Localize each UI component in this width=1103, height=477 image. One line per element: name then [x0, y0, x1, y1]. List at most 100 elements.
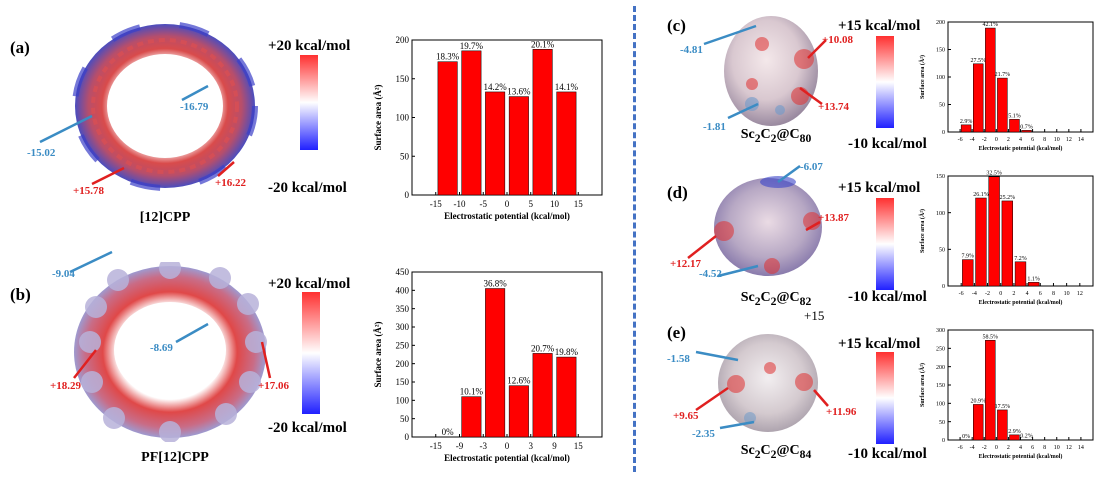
data-label: 2.9%: [960, 119, 973, 125]
data-label: 12.6%: [507, 376, 531, 386]
data-label: 18.3%: [436, 52, 460, 62]
bar-chart-b: 0 50 100 150 200 250 300 350 400 450 -15 -9 -3 0 3 9 15 0…: [373, 267, 603, 463]
molecule-e-esp-surface: [718, 334, 818, 432]
x-tick-label: 10: [1064, 291, 1070, 297]
data-label: 13.6%: [507, 87, 531, 97]
x-tick-label: -15: [430, 441, 442, 451]
data-label: 36.8%: [484, 279, 508, 289]
x-tick-label: 15: [574, 199, 584, 209]
annotation-arrows-e: [695, 350, 829, 430]
y-tick-label: 0: [942, 284, 945, 290]
y-tick-label: 0: [942, 130, 945, 136]
x-tick-label: 12: [1077, 291, 1083, 297]
panel-label-a: (a): [10, 38, 30, 57]
panel-label-c: (c): [667, 16, 686, 35]
data-label: 19.7%: [460, 41, 484, 51]
x-tick-label: 10: [1054, 445, 1060, 451]
bar: [1014, 261, 1027, 287]
x-tick-label: 10: [550, 199, 560, 209]
molecule-b-esp-surface: [74, 262, 267, 442]
y-tick-label: 200: [936, 20, 945, 26]
x-tick-label: -6: [959, 291, 964, 297]
colorbar-e: [876, 352, 894, 444]
y-tick-label: 150: [936, 174, 945, 180]
bar: [997, 77, 1008, 133]
bar: [437, 61, 458, 196]
data-label: 26.1%: [973, 192, 989, 198]
y-tick-label: 50: [939, 103, 945, 109]
x-tick-label: 12: [1066, 445, 1072, 451]
y-tick-label: 450: [396, 267, 410, 277]
data-label: 2.9%: [1008, 429, 1021, 435]
molecule-name-d: Sc2C2@C82: [740, 290, 812, 308]
scale-bottom-e: -10 kcal/mol: [848, 446, 927, 462]
scale-top-a: +20 kcal/mol: [268, 38, 351, 54]
x-tick-label: 8: [1043, 445, 1046, 451]
bar: [556, 356, 577, 438]
annotation-arrows-b: [69, 250, 272, 379]
scale-top-c: +15 kcal/mol: [838, 18, 921, 34]
x-tick-label: -2: [985, 291, 990, 297]
x-tick-label: 3: [529, 441, 534, 451]
x-tick-label: -2: [982, 137, 987, 143]
data-label: 14.1%: [555, 82, 579, 92]
scale-bottom-a: -20 kcal/mol: [268, 180, 347, 196]
x-tick-label: 2: [1012, 291, 1015, 297]
bar: [1009, 434, 1020, 441]
y-tick-label: 200: [396, 359, 410, 369]
x-tick-label: 8: [1052, 291, 1055, 297]
annotation-a-2: -16.79: [180, 101, 209, 113]
panel-divider: [633, 6, 636, 472]
bar: [485, 288, 506, 438]
annotation-c-3: -1.81: [703, 121, 726, 133]
annotation-b-1: -9.04: [52, 268, 75, 280]
data-label: 27.5%: [970, 58, 986, 64]
data-label: 20.1%: [531, 39, 555, 49]
data-label: 0%: [962, 434, 970, 440]
y-tick-label: 50: [939, 420, 945, 426]
x-tick-label: -5: [480, 199, 488, 209]
annotation-d-3: +12.17: [670, 258, 702, 270]
bar: [962, 259, 974, 287]
x-tick-label: 4: [1019, 445, 1022, 451]
x-tick-label: -10: [454, 199, 466, 209]
y-tick-label: 50: [400, 414, 410, 424]
data-label: 10.1%: [460, 387, 484, 397]
bar: [532, 49, 553, 196]
x-tick-label: 15: [574, 441, 584, 451]
annotation-e-4: +11.96: [826, 406, 857, 418]
x-tick-label: 0: [995, 445, 998, 451]
panel-label-d: (d): [667, 183, 688, 202]
annotation-d-1: -6.07: [800, 161, 823, 173]
x-tick-label: 12: [1066, 137, 1072, 143]
colorbar-b: [302, 292, 320, 414]
x-tick-label: 2: [1007, 137, 1010, 143]
molecule-a-esp-surface: [72, 21, 258, 191]
x-axis-label: Electrostatic potential (kcal/mol): [979, 299, 1063, 306]
annotation-c-1: -4.81: [680, 44, 703, 56]
y-tick-label: 0: [942, 438, 945, 444]
data-label: 58.5%: [983, 334, 999, 340]
y-tick-label: 200: [936, 365, 945, 371]
molecule-name-c: Sc2C2@C80: [740, 127, 812, 145]
data-label: 20.9%: [970, 398, 986, 404]
data-label: 19.8%: [555, 347, 579, 357]
bar: [988, 176, 1000, 287]
x-tick-label: -2: [982, 445, 987, 451]
x-tick-label: 0: [505, 199, 510, 209]
scale-bottom-b: -20 kcal/mol: [268, 420, 347, 436]
bar-chart-e: 0 50 100 150 200 250 300 -6 -4 -2 0 2 4 6 8 10 12 14 0% 20.…: [918, 328, 1094, 460]
bar: [461, 50, 482, 196]
panel-label-b: (b): [10, 285, 31, 304]
stray-label: +15: [804, 308, 825, 323]
annotation-e-1: -1.58: [667, 353, 690, 365]
data-label: 25.2%: [1000, 195, 1016, 201]
y-tick-label: 100: [936, 401, 945, 407]
bar: [985, 340, 996, 441]
y-axis-label: Surface area (Å²): [918, 363, 926, 407]
data-label: 21.7%: [995, 72, 1011, 78]
y-axis-label: Surface area (Å²): [373, 84, 383, 150]
annotation-b-3: +18.29: [50, 380, 82, 392]
scale-bottom-d: -10 kcal/mol: [848, 289, 927, 305]
annotation-e-2: +9.65: [673, 410, 699, 422]
